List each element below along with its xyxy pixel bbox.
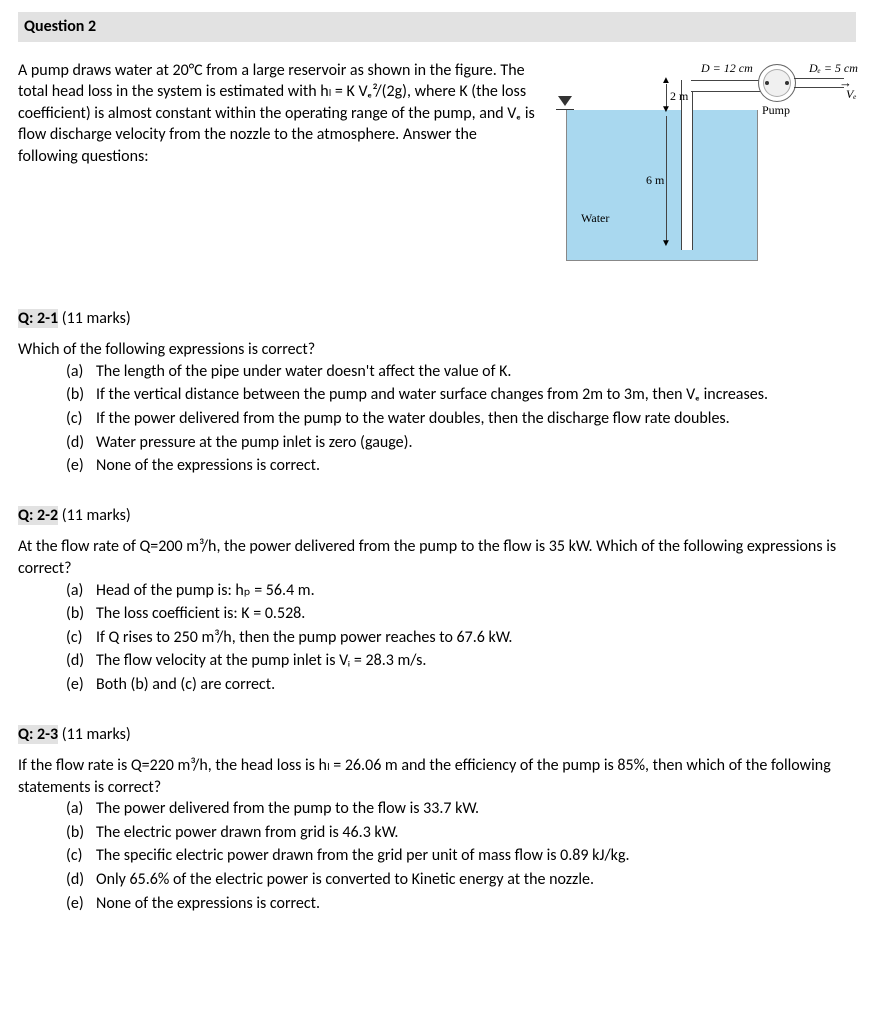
q22-c: If Q rises to 250 m³/h, then the pump po… <box>96 627 512 649</box>
q23-stem: If the flow rate is Q=220 m³/h, the head… <box>18 755 856 798</box>
q22-b: The loss coefficient is: K = 0.528. <box>96 603 305 625</box>
q21-stem: Which of the following expressions is co… <box>18 339 856 361</box>
q23-d: Only 65.6% of the electric power is conv… <box>96 869 594 891</box>
intro-text: A pump draws water at 20°C from a large … <box>18 60 536 280</box>
q22-e: Both (b) and (c) are correct. <box>96 674 275 696</box>
de-label: Dₑ = 5 cm <box>809 60 858 76</box>
q21-header: Q: 2-1 (11 marks) <box>18 308 856 330</box>
q23-header: Q: 2-3 (11 marks) <box>18 724 856 746</box>
q21-a: The length of the pipe under water doesn… <box>96 361 511 383</box>
q22-options: (a)Head of the pump is: hₚ = 56.4 m. (b)… <box>66 580 856 696</box>
q21-b: If the vertical distance between the pum… <box>96 384 768 406</box>
water-label: Water <box>581 210 609 226</box>
q22-d: The flow velocity at the pump inlet is V… <box>96 650 426 672</box>
pump-label: Pump <box>762 102 790 118</box>
q22-header: Q: 2-2 (11 marks) <box>18 505 856 527</box>
dim-6m: 6 m <box>646 172 664 188</box>
dim-2m: 2 m <box>670 88 688 104</box>
ve-label: Vₑ <box>846 86 856 102</box>
q22-a: Head of the pump is: hₚ = 56.4 m. <box>96 580 315 602</box>
d-label: D = 12 cm <box>701 60 753 76</box>
q23-options: (a)The power delivered from the pump to … <box>66 798 856 914</box>
pump-figure: → ▲ ▼ 2 m ▼ 6 m Water D = 12 cm Dₑ = 5 c… <box>546 60 856 280</box>
q21-options: (a)The length of the pipe under water do… <box>66 361 856 477</box>
q23-c: The specific electric power drawn from t… <box>96 845 630 867</box>
question-title: Question 2 <box>18 12 856 42</box>
q22-stem: At the flow rate of Q=200 m³/h, the powe… <box>18 536 856 579</box>
q21-d: Water pressure at the pump inlet is zero… <box>96 432 413 454</box>
q21-c: If the power delivered from the pump to … <box>96 408 730 430</box>
q23-b: The electric power drawn from grid is 46… <box>96 822 398 844</box>
q23-a: The power delivered from the pump to the… <box>96 798 479 820</box>
q21-e: None of the expressions is correct. <box>96 455 320 477</box>
q23-e: None of the expressions is correct. <box>96 893 320 915</box>
